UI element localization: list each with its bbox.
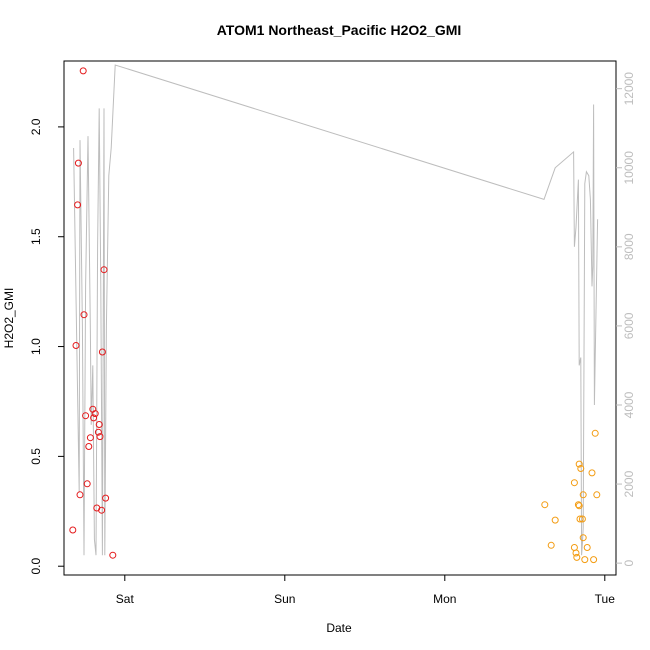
data-point-s0-15 — [94, 428, 102, 436]
data-point-s0-0 — [69, 526, 77, 534]
altitude-line-layer — [73, 64, 599, 556]
y-tick-label: 0.5 — [29, 448, 43, 465]
y2-tick-label: 12000 — [622, 72, 636, 106]
data-point-s0-12 — [90, 414, 98, 422]
y2-tick-label: 10000 — [622, 151, 636, 185]
y2-tick-label: 4000 — [622, 391, 636, 418]
y-tick-label: 0.0 — [29, 558, 43, 575]
data-point-s0-13 — [91, 410, 99, 418]
data-point-s1-4 — [570, 479, 578, 487]
data-point-s1-5 — [572, 549, 580, 557]
y2-tick-label: 0 — [622, 559, 636, 566]
data-point-s0-4 — [76, 491, 84, 499]
data-point-s0-7 — [82, 412, 90, 420]
y2-tick-label: 8000 — [622, 233, 636, 260]
data-point-s1-6 — [573, 553, 581, 561]
altitude-line — [73, 64, 599, 556]
data-point-s1-14 — [579, 534, 587, 542]
data-point-s1-18 — [590, 556, 598, 564]
data-point-s1-8 — [575, 502, 583, 510]
data-point-s0-3 — [74, 159, 82, 167]
data-point-s0-2 — [74, 201, 82, 209]
y2-tick-label: 2000 — [622, 470, 636, 497]
x-tick-label: Tue — [595, 592, 616, 606]
data-point-s1-9 — [575, 460, 583, 468]
data-point-s0-22 — [109, 551, 117, 559]
data-point-s1-10 — [576, 515, 584, 523]
data-point-s1-16 — [583, 544, 591, 551]
data-point-s0-5 — [79, 67, 87, 75]
data-point-s0-9 — [85, 443, 93, 450]
points-layer — [69, 67, 601, 564]
data-point-s1-15 — [581, 556, 589, 564]
chart-title: ATOM1 Northeast_Pacific H2O2_GMI — [217, 22, 462, 38]
data-point-s1-19 — [591, 429, 599, 437]
y-tick-label: 1.5 — [29, 228, 43, 245]
y-tick-label: 1.0 — [29, 338, 43, 355]
data-point-s0-6 — [80, 311, 88, 319]
data-point-s1-17 — [588, 469, 596, 477]
plot-frame — [63, 60, 617, 576]
x-axis-label: Date — [326, 621, 352, 635]
y-tick-label: 2.0 — [29, 118, 43, 135]
data-point-s0-19 — [98, 348, 106, 356]
data-point-s0-20 — [100, 266, 108, 274]
data-point-s0-8 — [83, 480, 91, 488]
data-point-s0-17 — [96, 433, 104, 441]
y-axis-right: 0 2000 4000 6000 8000 10000 12000 — [616, 72, 636, 566]
data-point-s1-7 — [574, 501, 582, 509]
x-tick-label: Sat — [116, 592, 135, 606]
y2-tick-label: 6000 — [622, 312, 636, 339]
data-point-s0-21 — [102, 494, 110, 502]
data-point-s1-1 — [547, 541, 555, 549]
y-axis-label: H2O2_GMI — [2, 288, 16, 349]
data-point-s1-11 — [577, 465, 585, 472]
x-tick-label: Sun — [274, 592, 295, 606]
y-axis-left: 0.0 0.5 1.0 1.5 2.0 — [29, 118, 64, 575]
data-point-s1-0 — [541, 501, 549, 509]
data-point-s0-10 — [86, 434, 94, 442]
data-point-s1-2 — [551, 516, 559, 524]
data-point-s0-1 — [72, 342, 80, 349]
data-point-s0-18 — [98, 506, 106, 514]
data-point-s1-13 — [579, 491, 587, 499]
data-point-s1-20 — [593, 491, 601, 499]
x-axis: Sat Sun Mon Tue — [116, 575, 615, 606]
x-tick-label: Mon — [433, 592, 456, 606]
data-point-s1-12 — [578, 515, 586, 523]
data-point-s0-16 — [95, 421, 103, 428]
